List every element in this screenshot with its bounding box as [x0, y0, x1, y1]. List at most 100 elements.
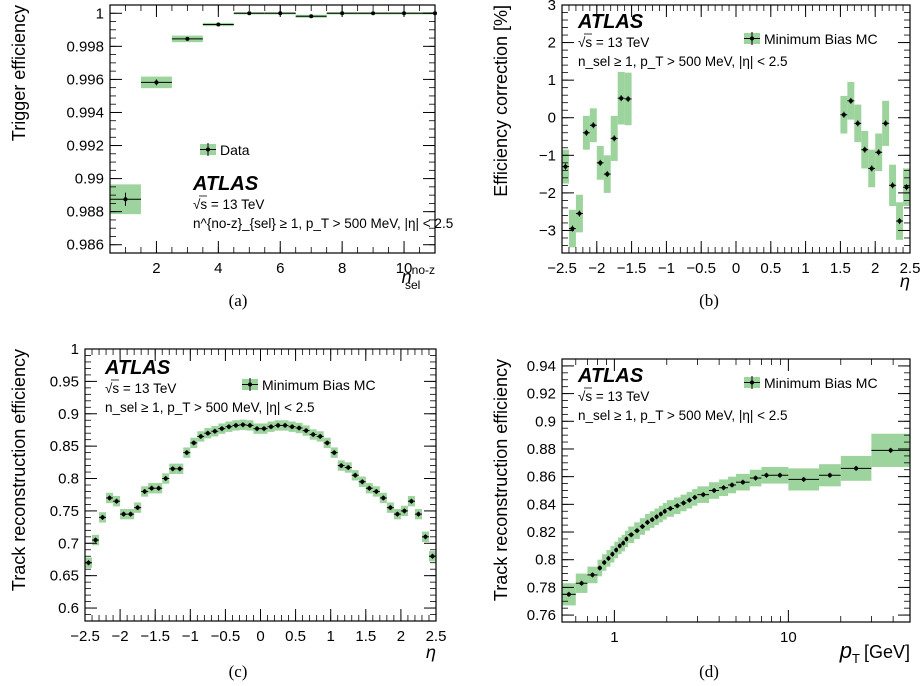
data-point	[730, 482, 735, 487]
y-tick-label: 0.86	[527, 469, 556, 486]
data-point	[276, 423, 281, 428]
data-point	[247, 11, 252, 16]
y-axis-label: Track reconstruction efficiency	[491, 359, 511, 601]
data-point	[402, 508, 407, 513]
panel-b: −3 −2 −1 0 1 2 3 −2.5 −2 −1.5 −1 −0.5 0 0.5 1 1.5 2 2.5 Ef…	[491, 0, 920, 291]
data-point	[621, 541, 626, 546]
y-tick-label: 0.992	[66, 138, 104, 155]
data-point	[247, 423, 252, 428]
y-tick-label: 0.7	[58, 535, 79, 552]
x-tick-label: 6	[276, 260, 284, 277]
legend-label: Data	[220, 142, 250, 158]
data-point	[198, 434, 203, 439]
y-tick-label: 0.65	[50, 568, 79, 585]
y-tick-label: 2	[548, 35, 556, 52]
y-tick-label: 0.8	[535, 552, 556, 569]
y-tick-label: −2	[539, 185, 556, 202]
data-point	[283, 423, 288, 428]
legend-label: Minimum Bias MC	[764, 375, 878, 391]
selection-label: n_sel ≥ 1, p_T > 500 MeV, |η| < 2.5	[105, 400, 315, 415]
y-tick-label: 0.76	[527, 607, 556, 624]
data-point	[876, 150, 881, 155]
data-point	[423, 534, 428, 539]
data-point	[721, 485, 726, 490]
x-tick-label: 2	[397, 628, 405, 645]
y-tick-label: 0.88	[527, 441, 556, 458]
data-point	[602, 560, 607, 565]
data-point	[897, 219, 902, 224]
data-point	[254, 426, 259, 431]
legend-marker	[206, 147, 210, 152]
caption-d: (d)	[699, 662, 719, 681]
data-point	[297, 426, 302, 431]
y-tick-label: 1	[71, 341, 79, 358]
data-point	[848, 98, 853, 103]
data-point	[216, 22, 221, 27]
data-point	[855, 121, 860, 126]
x-tick-label: 10	[396, 260, 413, 277]
data-point	[360, 479, 365, 484]
data-point	[610, 552, 615, 557]
data-point	[346, 465, 351, 470]
y-tick-label: 0.85	[50, 438, 79, 455]
x-tick-label: 10	[780, 629, 797, 646]
y-tick-label: 0.9	[58, 406, 79, 423]
data-point	[606, 556, 611, 561]
caption-c: (c)	[229, 662, 248, 681]
data-point	[577, 211, 582, 216]
x-tick-label: 1	[327, 628, 335, 645]
data-point	[687, 498, 692, 503]
data-point	[309, 14, 314, 19]
selection-label: n_sel ≥ 1, p_T > 500 MeV, |η| < 2.5	[578, 54, 788, 69]
data-point	[170, 466, 175, 471]
atlas-label: ATLAS	[577, 365, 644, 387]
atlas-label: ATLAS	[104, 357, 171, 379]
legend-label: Minimum Bias MC	[764, 31, 878, 47]
data-point	[212, 429, 217, 434]
x-axis-label: η	[426, 642, 436, 662]
y-tick-label: 0.78	[527, 579, 556, 596]
x-tick-label: −2.5	[547, 260, 577, 277]
data-point	[121, 512, 126, 517]
data-point	[629, 532, 634, 537]
data-point	[869, 166, 874, 171]
data-point	[764, 473, 769, 478]
data-point	[128, 512, 133, 517]
energy-label: √s = 13 TeV	[193, 197, 264, 212]
data-point	[142, 489, 147, 494]
y-tick-label: 0	[548, 110, 556, 127]
data-point	[701, 492, 706, 497]
data-point	[668, 506, 673, 511]
x-axis-label: pT [GeV]	[839, 638, 910, 666]
y-tick-label: 0.994	[66, 104, 104, 121]
y-tick-label: 0.95	[50, 373, 79, 390]
data-point	[712, 488, 717, 493]
data-point	[185, 36, 190, 41]
data-point	[888, 448, 893, 453]
atlas-label: ATLAS	[192, 173, 259, 195]
y-tick-label: 0.988	[66, 204, 104, 221]
data-point	[240, 422, 245, 427]
data-point	[226, 424, 231, 429]
x-tick-label: 2	[871, 260, 879, 277]
data-point	[862, 147, 867, 152]
x-tick-label: 1.5	[355, 628, 376, 645]
y-axis-label: Trigger efficiency	[9, 5, 29, 141]
x-tick-label: 2.5	[900, 260, 921, 277]
data-point	[605, 172, 610, 177]
data-point	[617, 543, 622, 548]
data-point	[904, 185, 909, 190]
data-point	[654, 514, 659, 519]
data-point	[318, 434, 323, 439]
data-point	[658, 512, 663, 517]
x-tick-label: 1	[801, 260, 809, 277]
y-tick-label: 0.998	[66, 38, 104, 55]
y-tick-label: −3	[539, 222, 556, 239]
data-point	[93, 538, 98, 543]
data-point	[100, 515, 105, 520]
data-point	[374, 489, 379, 494]
data-point	[219, 426, 224, 431]
data-point	[566, 592, 571, 597]
data-point	[841, 112, 846, 117]
y-tick-label: −1	[539, 147, 556, 164]
